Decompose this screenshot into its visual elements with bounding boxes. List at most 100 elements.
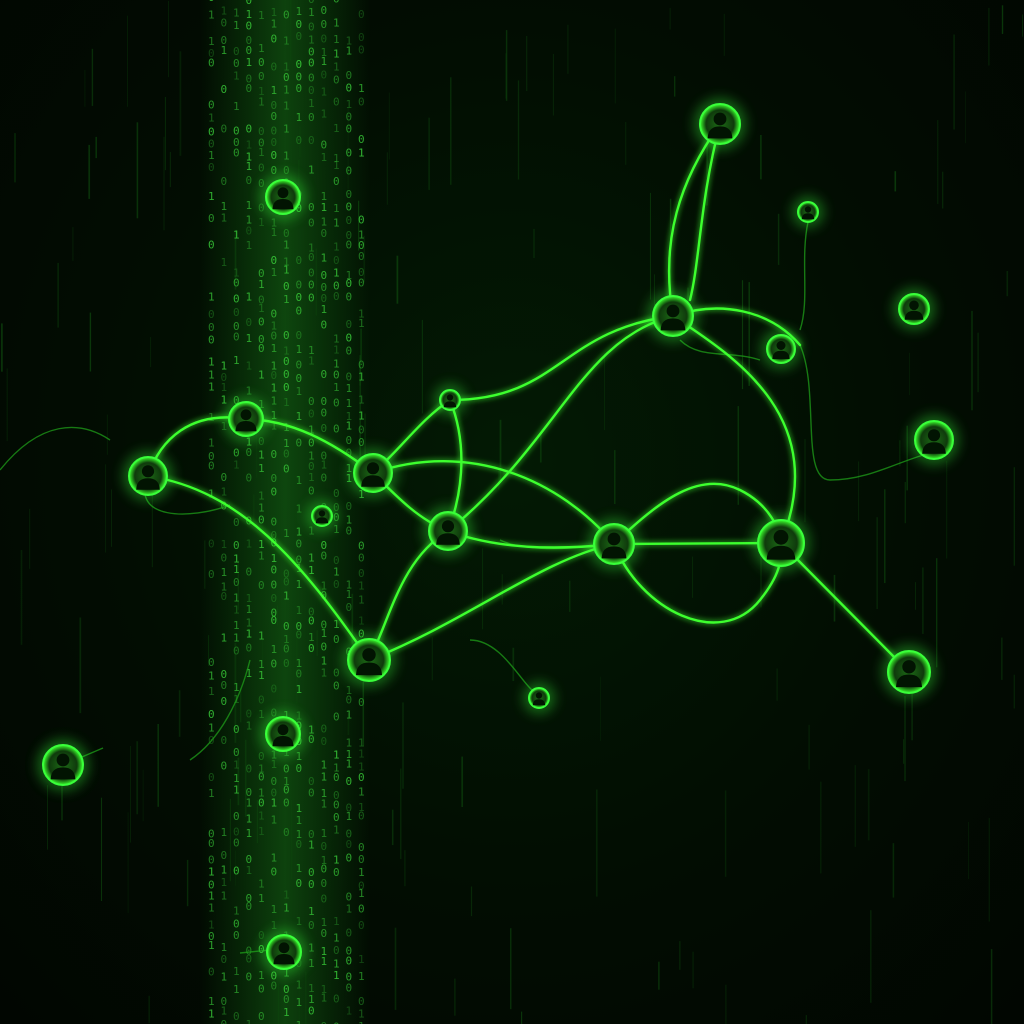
code-glyph: 1	[271, 919, 278, 932]
code-glyph: 0	[271, 254, 278, 267]
person-node	[123, 451, 173, 501]
code-glyph: 0	[283, 657, 290, 670]
code-glyph: 0	[346, 123, 353, 136]
code-glyph: 1	[321, 151, 328, 164]
code-glyph: 1	[321, 916, 328, 929]
code-glyph: 1	[321, 955, 328, 968]
code-glyph: 0	[221, 371, 228, 384]
person-silhouette-icon	[436, 520, 460, 545]
code-glyph: 1	[333, 16, 340, 29]
code-glyph: 1	[233, 267, 240, 280]
code-glyph: 0	[296, 71, 303, 84]
person-node	[260, 174, 306, 220]
code-glyph: 1	[321, 216, 328, 229]
code-glyph: 1	[358, 317, 365, 330]
code-glyph: 1	[283, 633, 290, 646]
code-glyph: 1	[221, 5, 228, 18]
code-glyph: 1	[308, 723, 315, 736]
code-glyph: 0	[283, 368, 290, 381]
person-body	[922, 442, 946, 454]
code-glyph: 0	[283, 576, 290, 589]
code-glyph: 0	[208, 57, 215, 70]
person-body	[766, 545, 796, 560]
code-glyph: 1	[321, 459, 328, 472]
code-glyph: 0	[308, 267, 315, 280]
code-glyph: 1	[296, 385, 303, 398]
code-glyph: 0	[346, 291, 353, 304]
code-glyph: 1	[208, 995, 215, 1008]
code-glyph: 0	[246, 900, 253, 913]
code-glyph: 0	[333, 771, 340, 784]
code-glyph: 0	[321, 1020, 328, 1024]
code-glyph: 1	[321, 827, 328, 840]
code-glyph: 0	[233, 837, 240, 850]
code-glyph: 0	[308, 21, 315, 34]
code-glyph: 0	[296, 629, 303, 642]
code-glyph: 0	[246, 446, 253, 459]
person-silhouette-icon	[601, 532, 627, 559]
code-glyph: 0	[271, 516, 278, 529]
code-glyph: 0	[258, 267, 265, 280]
code-glyph: 1	[308, 631, 315, 644]
code-glyph: 1	[258, 630, 265, 643]
code-glyph: 1	[358, 594, 365, 607]
code-glyph: 1	[208, 721, 215, 734]
code-glyph: 1	[321, 798, 328, 811]
code-glyph: 0	[271, 657, 278, 670]
code-glyph: 0	[233, 929, 240, 942]
code-glyph: 1	[321, 201, 328, 214]
code-glyph: 1	[233, 905, 240, 918]
code-glyph: 0	[208, 161, 215, 174]
code-glyph: 1	[208, 9, 215, 22]
code-glyph: 1	[246, 864, 253, 877]
code-glyph: 0	[333, 74, 340, 87]
faint-connection-line	[799, 344, 935, 481]
code-glyph: 1	[346, 98, 353, 111]
code-glyph: 1	[308, 564, 315, 577]
code-glyph: 0	[321, 407, 328, 420]
code-glyph: 1	[271, 342, 278, 355]
code-glyph: 1	[358, 760, 365, 773]
code-glyph: 1	[296, 683, 303, 696]
code-glyph: 1	[296, 657, 303, 670]
code-glyph: 0	[221, 34, 228, 47]
code-glyph: 1	[333, 202, 340, 215]
code-glyph: 0	[321, 641, 328, 654]
person-body	[532, 699, 546, 706]
code-glyph: 0	[321, 735, 328, 748]
code-glyph: 0	[233, 576, 240, 589]
code-glyph: 1	[333, 48, 340, 61]
person-silhouette-icon	[443, 394, 457, 408]
network-nodes	[37, 98, 959, 975]
code-glyph: 0	[333, 578, 340, 591]
code-glyph: 0	[221, 849, 228, 862]
code-glyph: 0	[233, 293, 240, 306]
code-glyph: 0	[333, 501, 340, 514]
code-glyph: 0	[208, 459, 215, 472]
code-glyph: 1	[321, 580, 328, 593]
code-glyph: 1	[233, 619, 240, 632]
code-glyph: 0	[308, 84, 315, 97]
code-glyph: 1	[221, 581, 228, 594]
code-glyph: 0	[208, 930, 215, 943]
code-glyph: 1	[346, 588, 353, 601]
code-glyph: 1	[283, 527, 290, 540]
connection-line	[446, 314, 675, 533]
code-glyph: 0	[233, 136, 240, 149]
code-glyph: 0	[333, 866, 340, 879]
code-glyph: 0	[246, 122, 253, 135]
code-glyph: 1	[296, 814, 303, 827]
code-glyph: 0	[246, 471, 253, 484]
code-glyph: 0	[283, 620, 290, 633]
code-glyph: 0	[346, 694, 353, 707]
code-glyph: 1	[321, 655, 328, 668]
code-glyph: 0	[271, 369, 278, 382]
code-glyph: 0	[246, 763, 253, 776]
code-glyph: 1	[246, 199, 253, 212]
person-node	[647, 290, 699, 342]
code-glyph: 0	[271, 330, 278, 343]
code-glyph: 1	[308, 450, 315, 463]
code-glyph: 0	[346, 69, 353, 82]
code-glyph: 1	[233, 553, 240, 566]
code-glyph: 1	[308, 993, 315, 1006]
